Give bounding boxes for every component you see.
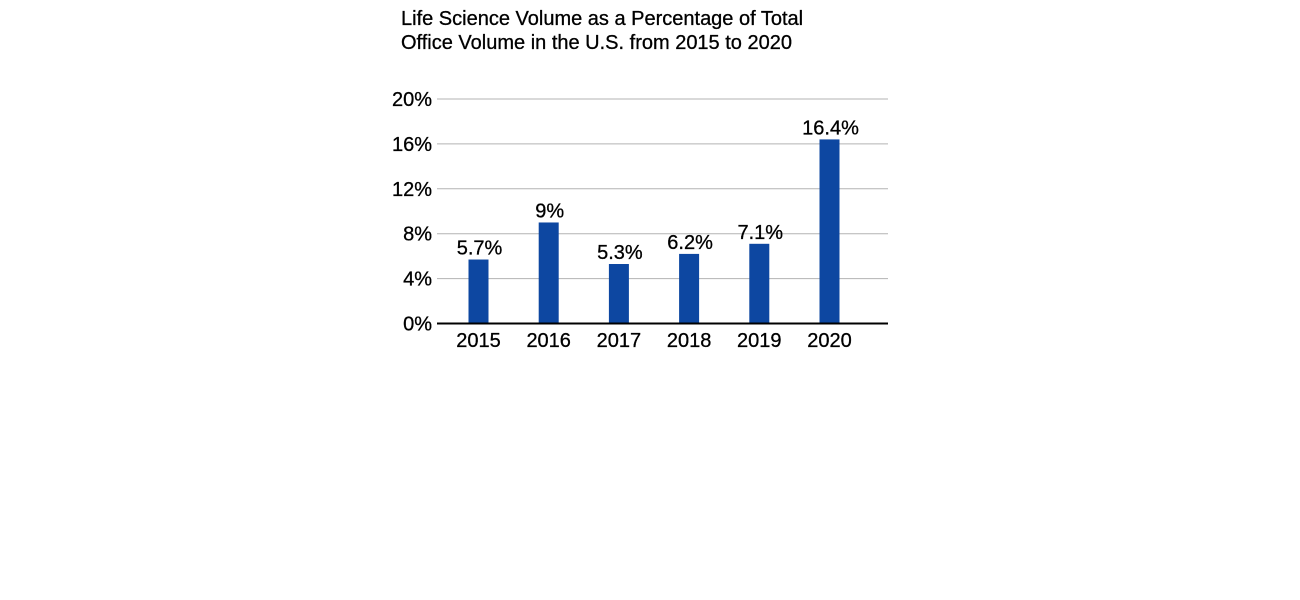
x-tick-label-2015: 2015: [456, 330, 501, 352]
gridlines: [437, 98, 888, 280]
y-tick-label-12: 12%: [392, 179, 432, 201]
y-tick-label-20: 20%: [392, 89, 432, 111]
data-label-2015: 5.7%: [457, 238, 503, 260]
y-tick-label-0: 0%: [403, 314, 432, 336]
labels: 0% 4% 8% 12% 16% 20% 5.7% 2015 9% 2016 5.3% 2017 6.2…: [392, 89, 859, 352]
y-tick-label-16: 16%: [392, 134, 432, 156]
bar-2018: [679, 253, 700, 324]
x-tick-label-2016: 2016: [526, 330, 571, 352]
x-tick-label-2020: 2020: [807, 330, 852, 352]
chart-title-line-2: Office Volume in the U.S. from 2015 to 2…: [401, 32, 792, 54]
x-tick-label-2017: 2017: [597, 330, 642, 352]
chart-title-line-1: Life Science Volume as a Percentage of T…: [401, 8, 804, 30]
y-tick-label-4: 4%: [403, 269, 432, 291]
data-label-2017: 5.3%: [597, 242, 643, 264]
bar-2019: [749, 243, 770, 324]
bar-2015: [468, 259, 489, 324]
bar-2020: [819, 139, 840, 324]
bars: [468, 139, 840, 324]
data-label-2018: 6.2%: [667, 232, 713, 254]
x-tick-label-2019: 2019: [737, 330, 782, 352]
data-label-2020: 16.4%: [802, 117, 859, 139]
y-tick-label-8: 8%: [403, 224, 432, 246]
x-tick-label-2018: 2018: [667, 330, 712, 352]
data-label-2019: 7.1%: [738, 222, 784, 244]
bar-2017: [608, 264, 629, 324]
data-label-2016: 9%: [535, 200, 564, 222]
bar-2016: [538, 222, 559, 324]
